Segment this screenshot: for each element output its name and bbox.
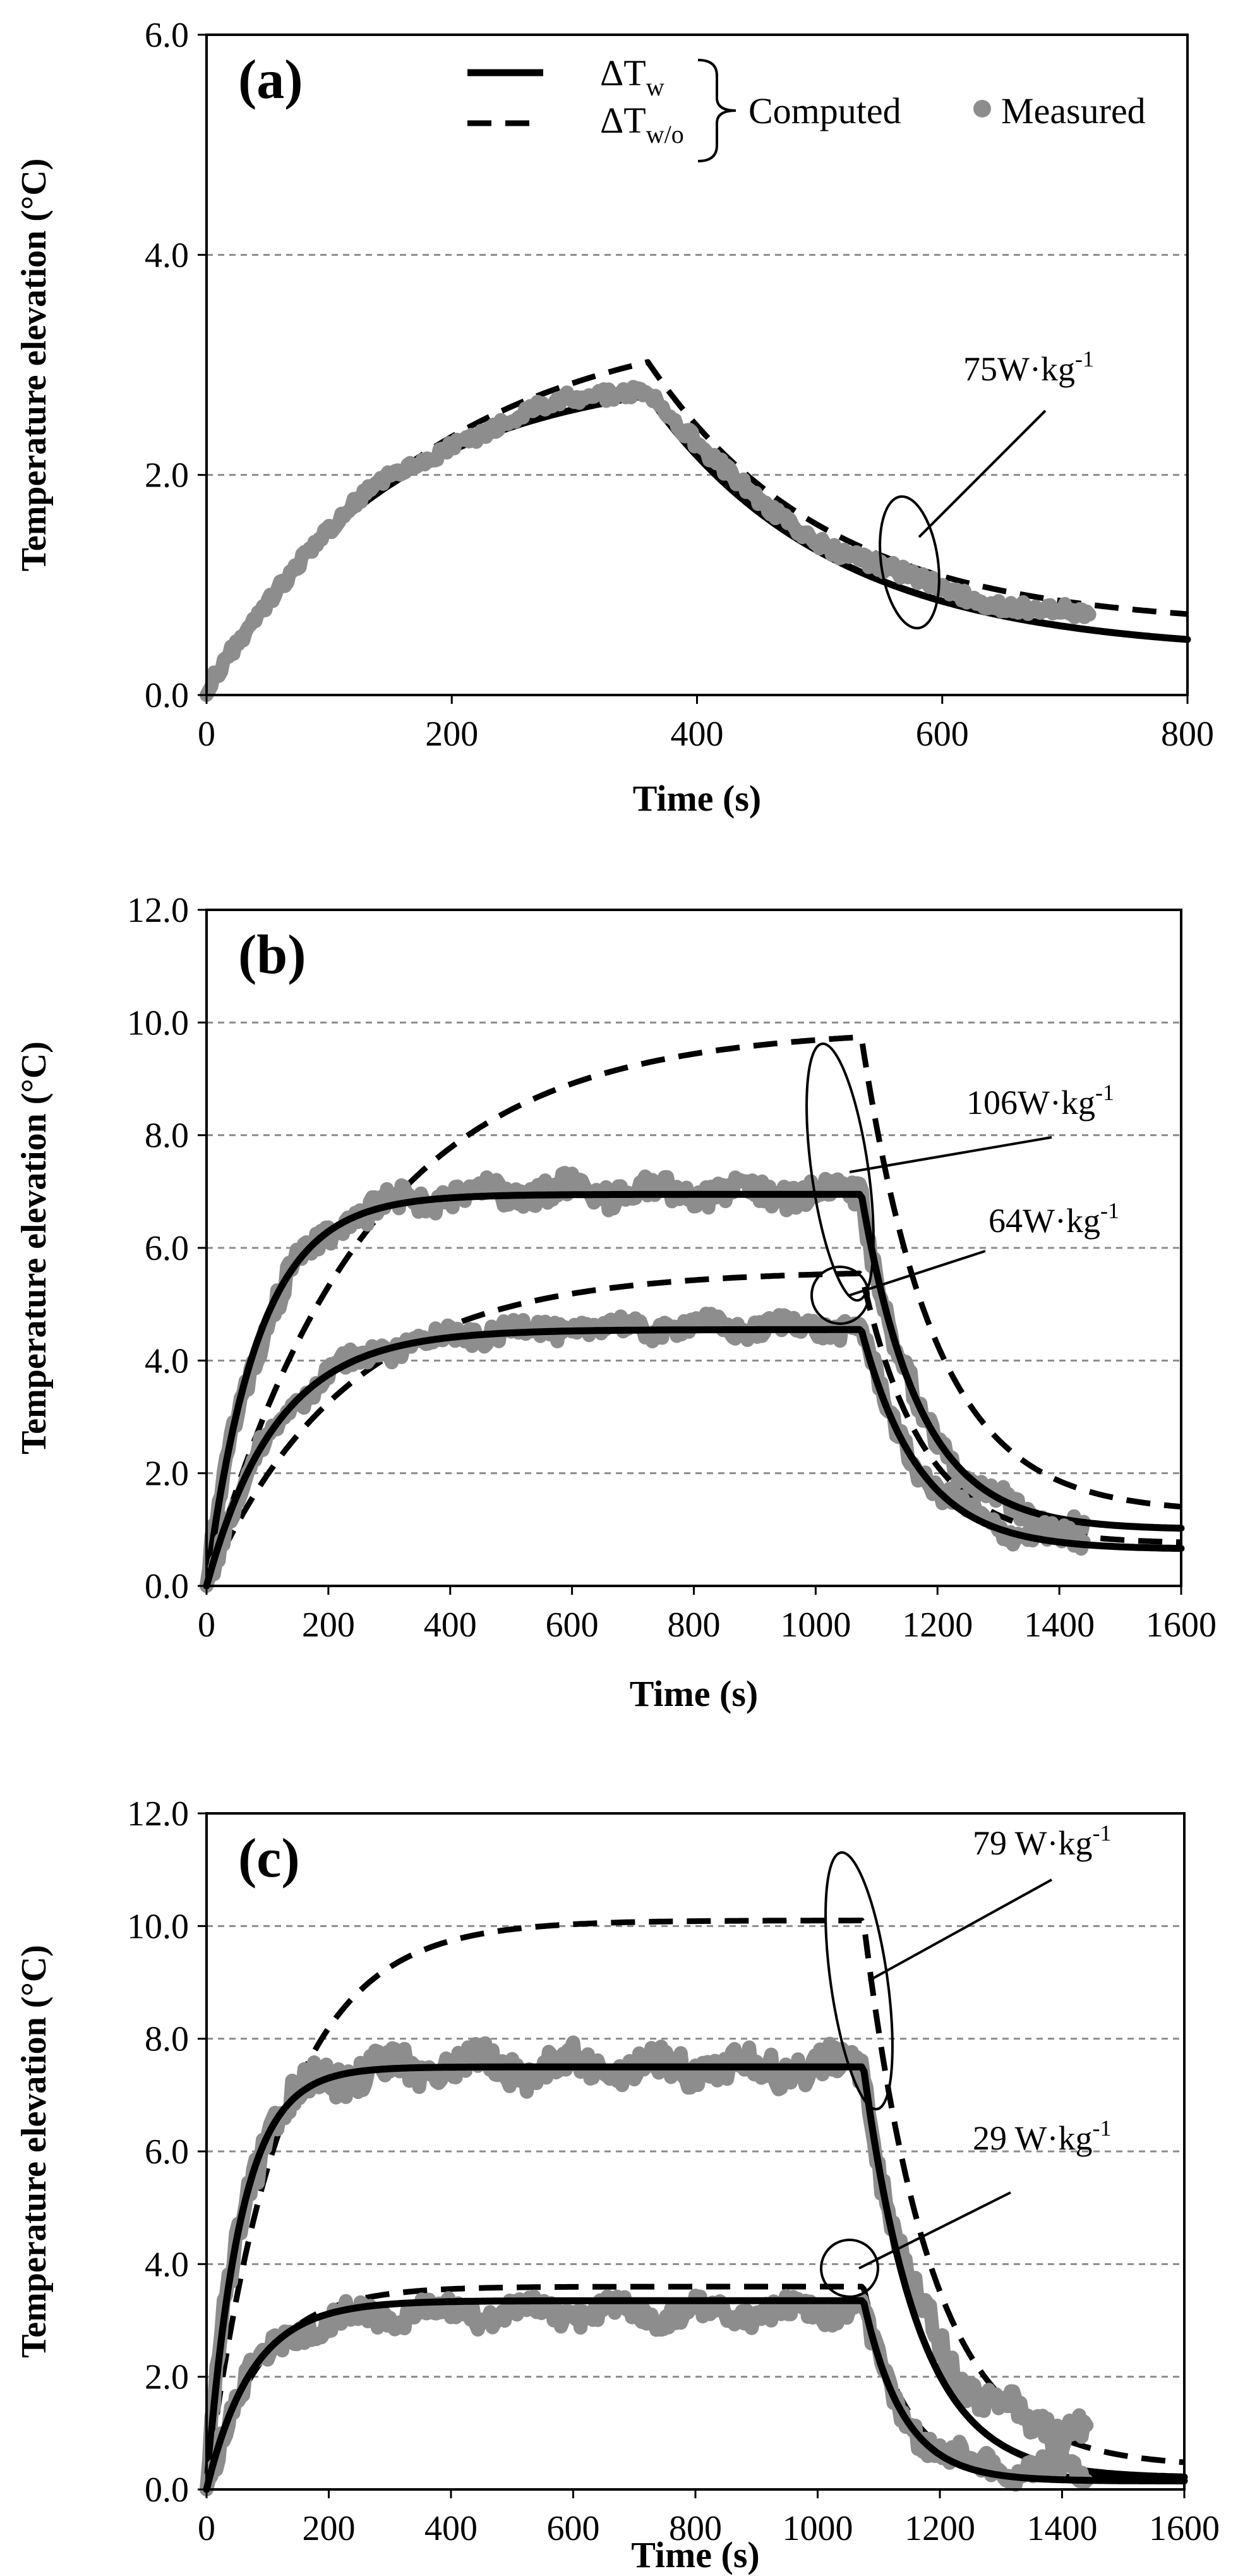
annotation-brace: [824, 1851, 894, 2111]
y-tick-label: 0.0: [145, 2470, 189, 2510]
x-tick-label: 200: [302, 1605, 355, 1645]
y-tick-label: 6.0: [145, 2132, 189, 2172]
panel-label: (b): [238, 924, 306, 986]
panel-label: (a): [238, 49, 303, 111]
annotation-leader: [849, 1136, 1052, 1173]
x-tick-label: 1200: [904, 2509, 975, 2548]
x-tick-label: 600: [547, 2509, 600, 2548]
annotation-leader: [849, 1250, 986, 1297]
y-tick-label: 10.0: [127, 1907, 189, 1946]
y-tick-label: 10.0: [127, 1003, 189, 1043]
y-tick-label: 6.0: [145, 1229, 189, 1268]
annotation-label: 75W·kg-1: [963, 346, 1094, 388]
legend-with-label: ΔTw: [600, 52, 664, 101]
y-axis-label: Temperature elevation (°C): [15, 1041, 54, 1454]
x-tick-label: 400: [424, 1605, 477, 1645]
legend-brace: [697, 59, 736, 162]
annotation-brace: [805, 1042, 875, 1302]
annotation-brace: [810, 1266, 870, 1325]
panel-2: 0 200 400 600 800 1000 1200 1400 1600 0.0 2.0 4.0 6.…: [15, 1794, 1220, 2575]
x-tick-label: 1200: [902, 1605, 973, 1645]
annotation-leader: [868, 1878, 1052, 1982]
y-tick-label: 12.0: [127, 891, 189, 930]
y-tick-label: 2.0: [145, 2358, 189, 2397]
panel-label: (c): [238, 1828, 300, 1889]
series-line: [203, 1190, 1185, 1590]
series-line: [203, 2297, 1188, 2493]
series-line: [203, 1270, 1182, 1587]
x-tick-label: 0: [198, 715, 215, 754]
x-tick-label: 1000: [780, 1605, 851, 1645]
x-tick-label: 1600: [1149, 2509, 1220, 2548]
series-line: [200, 380, 1097, 702]
y-axis-label: Temperature elevation (°C): [15, 159, 54, 572]
y-tick-label: 2.0: [145, 1454, 189, 1494]
annotation-leader: [918, 409, 1047, 538]
x-axis-label: Time (s): [631, 2534, 760, 2575]
x-tick-label: 200: [425, 715, 478, 754]
x-tick-label: 800: [669, 2509, 722, 2548]
legend-without-label: ΔTw/o: [600, 100, 684, 148]
y-tick-label: 8.0: [145, 1116, 189, 1156]
y-tick-label: 0.0: [145, 676, 189, 715]
y-tick-label: 4.0: [145, 1341, 189, 1381]
x-axis-label: Time (s): [633, 778, 762, 819]
annotation-leader: [858, 2191, 1011, 2270]
series-line: [203, 1918, 1185, 2490]
annotation-brace: [879, 495, 941, 630]
legend-measured-label: Measured: [1001, 90, 1146, 131]
x-tick-label: 600: [546, 1605, 599, 1645]
annotation-label: 106W·kg-1: [966, 1080, 1114, 1122]
x-tick-label: 400: [671, 715, 724, 754]
y-tick-label: 2.0: [145, 456, 189, 495]
x-tick-label: 600: [916, 715, 969, 754]
x-tick-label: 1400: [1024, 1605, 1095, 1645]
x-tick-label: 0: [198, 2509, 215, 2548]
annotation-brace: [820, 2239, 879, 2298]
y-tick-label: 4.0: [145, 236, 189, 275]
x-tick-label: 400: [424, 2509, 478, 2548]
x-tick-label: 1600: [1146, 1605, 1217, 1645]
plot-frame: [205, 909, 1182, 1587]
annotation-label: 79 W·kg-1: [973, 1820, 1111, 1862]
x-tick-label: 1000: [783, 2509, 853, 2548]
x-tick-label: 1400: [1027, 2509, 1098, 2548]
x-axis-label: Time (s): [630, 1673, 759, 1714]
annotation-label: 29 W·kg-1: [973, 2115, 1111, 2157]
legend-measured-swatch: [973, 100, 991, 118]
y-tick-label: 12.0: [127, 1794, 189, 1834]
legend-computed-label: Computed: [748, 90, 901, 131]
x-tick-label: 0: [198, 1605, 215, 1645]
series-line: [203, 2063, 1188, 2493]
series-line: [200, 2035, 1094, 2496]
x-tick-label: 800: [1161, 715, 1214, 754]
series-line: [200, 2289, 1094, 2496]
y-tick-label: 6.0: [145, 16, 189, 55]
panel-1: 0 200 400 600 800 1000 1200 1400 1600 0.0 2.0 4.0 6.…: [15, 891, 1217, 1714]
x-tick-label: 200: [303, 2509, 356, 2548]
annotation-label: 64W·kg-1: [989, 1198, 1119, 1240]
panel-0: 0 200 400 600 800 0.0 2.0 4.0 6.0 Time (s) Tempera…: [15, 16, 1214, 819]
y-axis-label: Temperature elevation (°C): [15, 1945, 54, 2358]
y-tick-label: 8.0: [145, 2020, 189, 2059]
y-tick-label: 0.0: [145, 1567, 189, 1606]
x-tick-label: 800: [668, 1605, 721, 1645]
series-line: [203, 1326, 1185, 1590]
y-tick-label: 4.0: [145, 2245, 189, 2284]
series-line: [204, 359, 1188, 697]
